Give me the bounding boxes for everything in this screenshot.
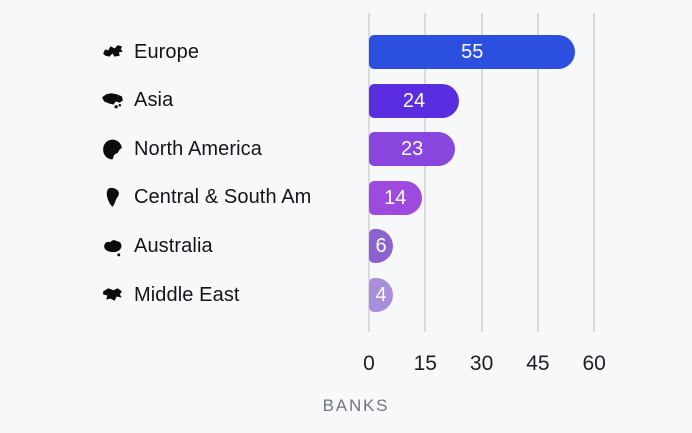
gridline-45 — [536, 13, 539, 332]
x-tick-label: 15 — [413, 352, 437, 375]
row-label-australia: Australia — [100, 229, 213, 263]
x-axis-label: BANKS — [322, 396, 390, 415]
bar-value-label: 6 — [375, 235, 387, 258]
gridline-15 — [424, 13, 427, 332]
gridline-60 — [593, 13, 596, 332]
x-tick-label: 60 — [582, 352, 606, 375]
x-tick-label: 45 — [526, 352, 550, 375]
asia-map-icon — [100, 88, 125, 113]
bar-australia[interactable]: 6 — [369, 229, 393, 264]
bar-value-label: 23 — [401, 138, 424, 161]
category-label: Europe — [134, 40, 200, 63]
bar-central-south-am[interactable]: 14 — [369, 180, 422, 215]
australia-map-icon — [100, 234, 125, 259]
row-label-europe: Europe — [100, 35, 199, 69]
row-label-central-south-am: Central & South Am — [100, 181, 311, 215]
gridline-0 — [368, 13, 370, 332]
europe-map-icon — [100, 40, 125, 65]
bar-europe[interactable]: 55 — [369, 35, 576, 69]
category-label: Australia — [134, 234, 213, 257]
bar-middle-east[interactable]: 4 — [369, 278, 393, 312]
x-tick-label: 30 — [469, 352, 494, 375]
gridline-30 — [480, 13, 483, 332]
category-label: Asia — [134, 89, 174, 112]
category-label: North America — [134, 137, 263, 160]
middle-east-map-icon — [100, 283, 125, 308]
bar-value-label: 24 — [402, 89, 426, 112]
category-label: Central & South Am — [134, 186, 312, 209]
category-label: Middle East — [134, 283, 240, 306]
row-label-asia: Asia — [100, 84, 173, 118]
bar-value-label: 55 — [461, 41, 484, 63]
south-america-map-icon — [100, 185, 125, 210]
row-label-north-america: North America — [100, 132, 262, 166]
bar-value-label: 4 — [375, 284, 387, 306]
x-tick-label: 0 — [363, 352, 375, 375]
bar-value-label: 14 — [384, 186, 407, 209]
north-america-map-icon — [100, 137, 125, 162]
bar-north-america[interactable]: 23 — [369, 132, 456, 167]
bar-asia[interactable]: 24 — [369, 83, 460, 118]
row-label-middle-east: Middle East — [100, 278, 240, 312]
